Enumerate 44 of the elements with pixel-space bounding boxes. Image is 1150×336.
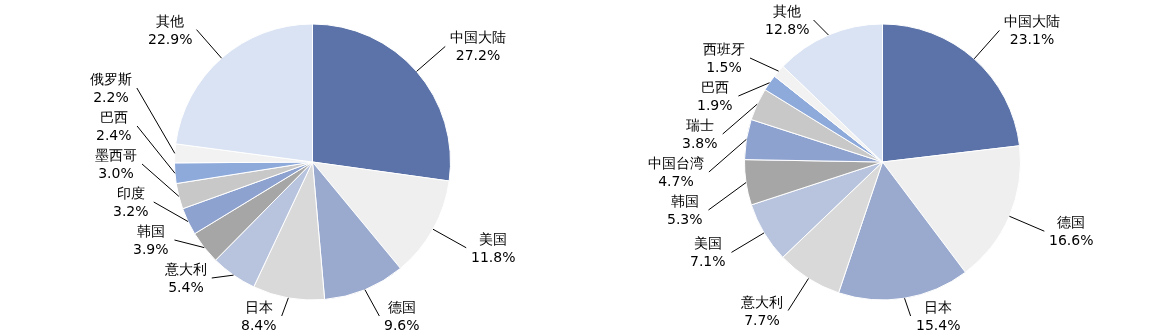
data-label: 5.3% [667,211,703,228]
data-label: 23.1% [1009,31,1055,48]
data-label: 9.6% [384,317,420,334]
slice-label: 俄罗斯 [90,71,132,87]
data-label: 16.6% [1049,232,1094,249]
data-label: 5.4% [168,279,204,296]
data-label: 3.2% [113,203,149,220]
slice-label: 中国大陆 [1004,13,1060,29]
slice-label: 日本 [924,299,953,315]
slice-label: 美国 [693,235,722,251]
data-label: 1.5% [706,59,742,76]
slice-label: 墨西哥 [95,147,137,163]
slice-label: 德国 [1057,214,1086,230]
data-label: 3.9% [133,241,169,258]
slice-label: 西班牙 [703,41,745,57]
slice-label: 巴西 [99,109,128,125]
slice-label: 意大利 [164,261,207,277]
data-label: 2.4% [96,127,132,144]
slice-label: 意大利 [740,294,783,310]
slice-label: 日本 [244,299,273,315]
slice-label: 德国 [387,299,416,315]
data-label: 1.9% [697,97,733,114]
data-label: 3.8% [682,135,718,152]
data-label: 4.7% [658,173,694,190]
slice-label: 中国大陆 [450,29,506,45]
data-label: 7.1% [690,253,726,270]
data-label: 8.4% [241,317,277,334]
data-label: 3.0% [98,165,134,182]
slice-label: 韩国 [136,223,165,239]
slice-label: 其他 [773,3,802,19]
slice-label: 印度 [116,185,145,201]
slice-label: 美国 [479,231,508,247]
slice-label: 其他 [156,13,185,29]
data-label: 7.7% [744,312,780,329]
data-label: 12.8% [765,21,810,38]
slice-label: 巴西 [700,79,729,95]
slice-label: 瑞士 [685,117,714,133]
slice-label: 中国台湾 [648,155,704,171]
data-label: 15.4% [916,317,961,334]
data-label: 27.2% [455,47,501,64]
data-label: 11.8% [471,249,516,266]
data-label: 22.9% [148,31,193,48]
slice-label: 韩国 [670,193,699,209]
data-label: 2.2% [93,89,129,106]
